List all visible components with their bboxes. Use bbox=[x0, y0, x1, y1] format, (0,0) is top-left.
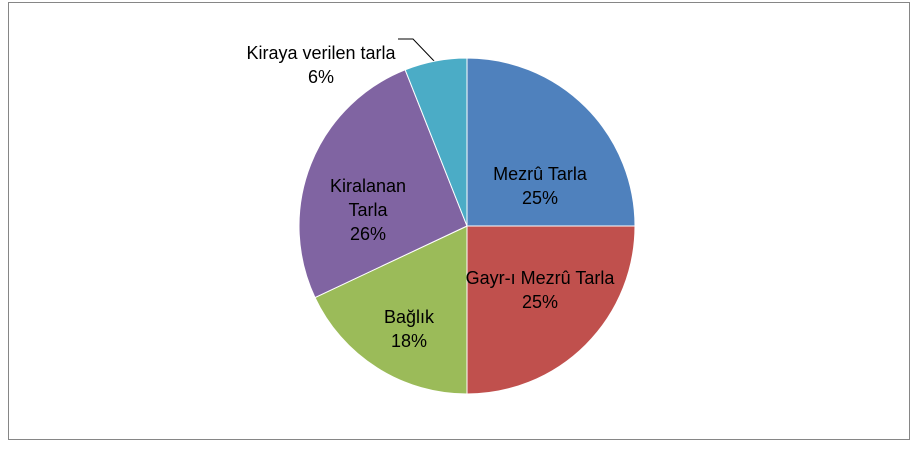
category-label: Gayr-ı Mezrû Tarla bbox=[465, 268, 615, 288]
value-label: 26% bbox=[349, 224, 387, 244]
pie-slice bbox=[314, 225, 468, 395]
pie-slice bbox=[298, 69, 468, 299]
slice-label: Mezrû Tarla 25% bbox=[465, 162, 615, 210]
pie-slice bbox=[404, 57, 468, 227]
pie-slice bbox=[466, 57, 636, 227]
pie-slice bbox=[466, 225, 636, 395]
value-label: 6% bbox=[307, 67, 334, 87]
slice-label: Kiralanan Tarla 26% bbox=[318, 174, 418, 246]
slice-label: Bağlık 18% bbox=[364, 305, 454, 353]
category-label: Mezrû Tarla bbox=[493, 164, 587, 184]
category-label: Kiralanan Tarla bbox=[329, 176, 407, 220]
category-label: Bağlık bbox=[383, 307, 435, 327]
category-label: Kiraya verilen tarla bbox=[246, 43, 396, 63]
slice-label: Kiraya verilen tarla 6% bbox=[241, 41, 401, 89]
leader-line bbox=[398, 38, 437, 64]
value-label: 18% bbox=[390, 331, 428, 351]
value-label: 25% bbox=[521, 188, 559, 208]
value-label: 25% bbox=[521, 292, 559, 312]
slice-label: Gayr-ı Mezrû Tarla 25% bbox=[465, 266, 615, 314]
